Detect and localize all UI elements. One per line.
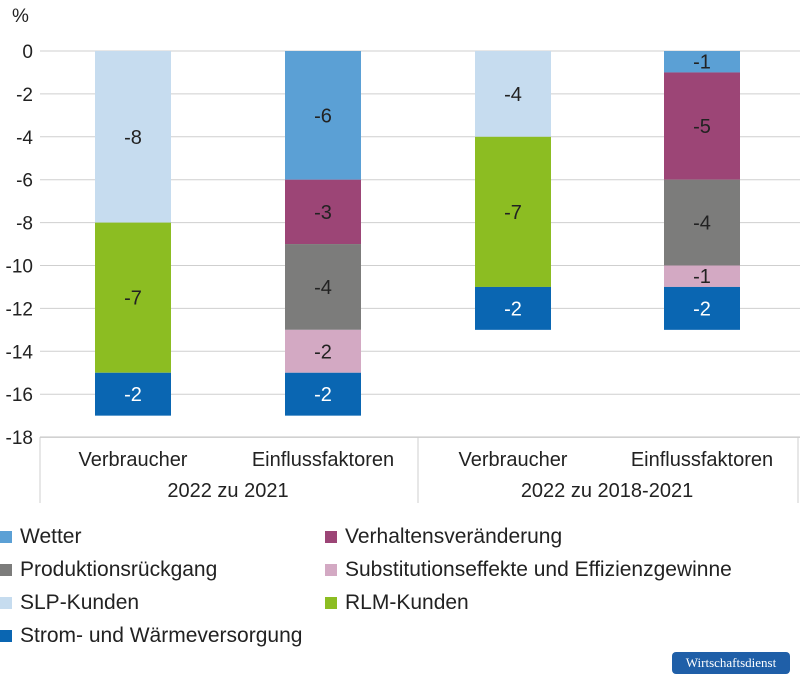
group-label: 2022 zu 2018-2021: [521, 480, 693, 502]
stacked-bar-chart: % 0-2-4-6-8-10-12-14-16-18 -8-7-2-6-3-4-…: [6, 6, 800, 503]
category-label: Verbraucher: [79, 449, 188, 471]
y-axis-ticks: 0 -2 -4 -6 -8 -10 -12 -14 -16 -18: [6, 42, 34, 449]
data-label: -6: [314, 105, 332, 127]
legend-swatch: [0, 564, 12, 576]
y-tick-label: 0: [22, 42, 33, 63]
bars: -8 -7 -2 -6 -3 -4 -2 -2 -4 -7 -2 -1 -5 -4 -1 -2: [95, 51, 740, 416]
y-tick-label: -2: [16, 85, 33, 106]
data-label: -4: [314, 277, 332, 299]
bar-segment: [664, 72, 740, 180]
data-label: -2: [504, 298, 522, 320]
bar-segment: [475, 51, 551, 137]
bar-segment: [664, 179, 740, 266]
legend-label: Produktionsrückgang: [20, 558, 218, 581]
legend-swatch: [325, 531, 337, 543]
y-tick-label: -4: [16, 128, 33, 149]
legend: Wetter Verhaltensveränderung Produktionsrü…: [0, 522, 800, 652]
y-tick-label: -6: [16, 171, 33, 192]
bar-segment: [285, 51, 361, 180]
data-label: -2: [314, 341, 332, 363]
x-axis: Verbraucher Einflussfaktoren Verbraucher Ei…: [39, 436, 800, 503]
bar-segment: [285, 179, 361, 245]
legend-item: Wetter: [0, 524, 81, 550]
y-tick-label: -14: [6, 342, 34, 363]
legend-swatch: [325, 564, 337, 576]
legend-item: SLP-Kunden: [0, 590, 139, 616]
y-tick-label: -18: [6, 428, 33, 449]
data-label: -2: [693, 298, 711, 320]
legend-item: Strom- und Wärmeversorgung: [0, 623, 302, 649]
data-label: -4: [693, 213, 711, 235]
legend-label: Verhaltensveränderung: [345, 525, 563, 548]
legend-swatch: [0, 630, 12, 642]
legend-item: Substitutionseffekte und Effizienzgewinn…: [325, 557, 732, 583]
bar-segment: [285, 372, 361, 416]
data-label: -8: [124, 127, 142, 149]
bar-segment: [95, 372, 171, 416]
y-tick-label: -10: [6, 257, 33, 278]
legend-item: RLM-Kunden: [325, 590, 469, 616]
group-label: 2022 zu 2021: [167, 480, 288, 502]
bar-segment: [475, 136, 551, 287]
legend-label: Strom- und Wärmeversorgung: [20, 624, 303, 647]
category-label: Einflussfaktoren: [252, 449, 394, 471]
bar-segment: [664, 265, 740, 287]
publisher-logo: Wirtschaftsdienst: [672, 652, 790, 674]
bar-segment: [95, 222, 171, 373]
data-label: -2: [314, 384, 332, 406]
data-label: -4: [504, 84, 522, 106]
legend-swatch: [325, 597, 337, 609]
legend-label: RLM-Kunden: [345, 591, 469, 614]
data-label: -7: [124, 288, 142, 310]
bar-segment: [285, 244, 361, 330]
legend-swatch: [0, 597, 12, 609]
bar-segment: [664, 51, 740, 73]
y-tick-label: -16: [6, 385, 33, 406]
legend-label: SLP-Kunden: [20, 591, 140, 614]
bar-segment: [285, 329, 361, 373]
data-label: -5: [693, 116, 711, 138]
legend-label: Wetter: [20, 525, 82, 548]
y-tick-label: -8: [16, 214, 33, 235]
data-label: -7: [504, 202, 522, 224]
legend-item: Produktionsrückgang: [0, 557, 217, 583]
legend-label: Substitutionseffekte und Effizienzgewinn…: [345, 558, 732, 581]
y-tick-label: -12: [6, 299, 33, 320]
bar-segment: [664, 286, 740, 330]
bar-segment: [475, 286, 551, 330]
data-label: -1: [693, 266, 711, 288]
data-label: -1: [693, 52, 711, 74]
category-label: Einflussfaktoren: [631, 449, 773, 471]
data-label: -2: [124, 384, 142, 406]
legend-item: Verhaltensveränderung: [325, 524, 562, 550]
legend-swatch: [0, 531, 12, 543]
data-label: -3: [314, 202, 332, 224]
bar-segment: [95, 51, 171, 223]
y-axis-unit-label: %: [12, 6, 29, 27]
category-label: Verbraucher: [459, 449, 568, 471]
